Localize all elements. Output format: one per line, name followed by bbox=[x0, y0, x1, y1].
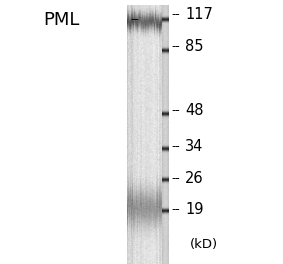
Text: --: -- bbox=[171, 40, 180, 53]
Text: --: -- bbox=[171, 8, 180, 21]
Text: 85: 85 bbox=[185, 39, 204, 54]
Text: 48: 48 bbox=[185, 103, 204, 118]
Text: (kD): (kD) bbox=[190, 238, 218, 251]
Text: --: -- bbox=[171, 140, 180, 153]
Text: --: -- bbox=[171, 104, 180, 117]
Text: --: -- bbox=[171, 172, 180, 185]
Text: --: -- bbox=[171, 203, 180, 216]
Text: 117: 117 bbox=[185, 7, 213, 22]
Text: 19: 19 bbox=[185, 202, 204, 217]
Text: 34: 34 bbox=[185, 139, 204, 154]
Text: --: -- bbox=[130, 13, 139, 26]
Text: 26: 26 bbox=[185, 171, 204, 186]
Text: PML: PML bbox=[43, 11, 79, 29]
